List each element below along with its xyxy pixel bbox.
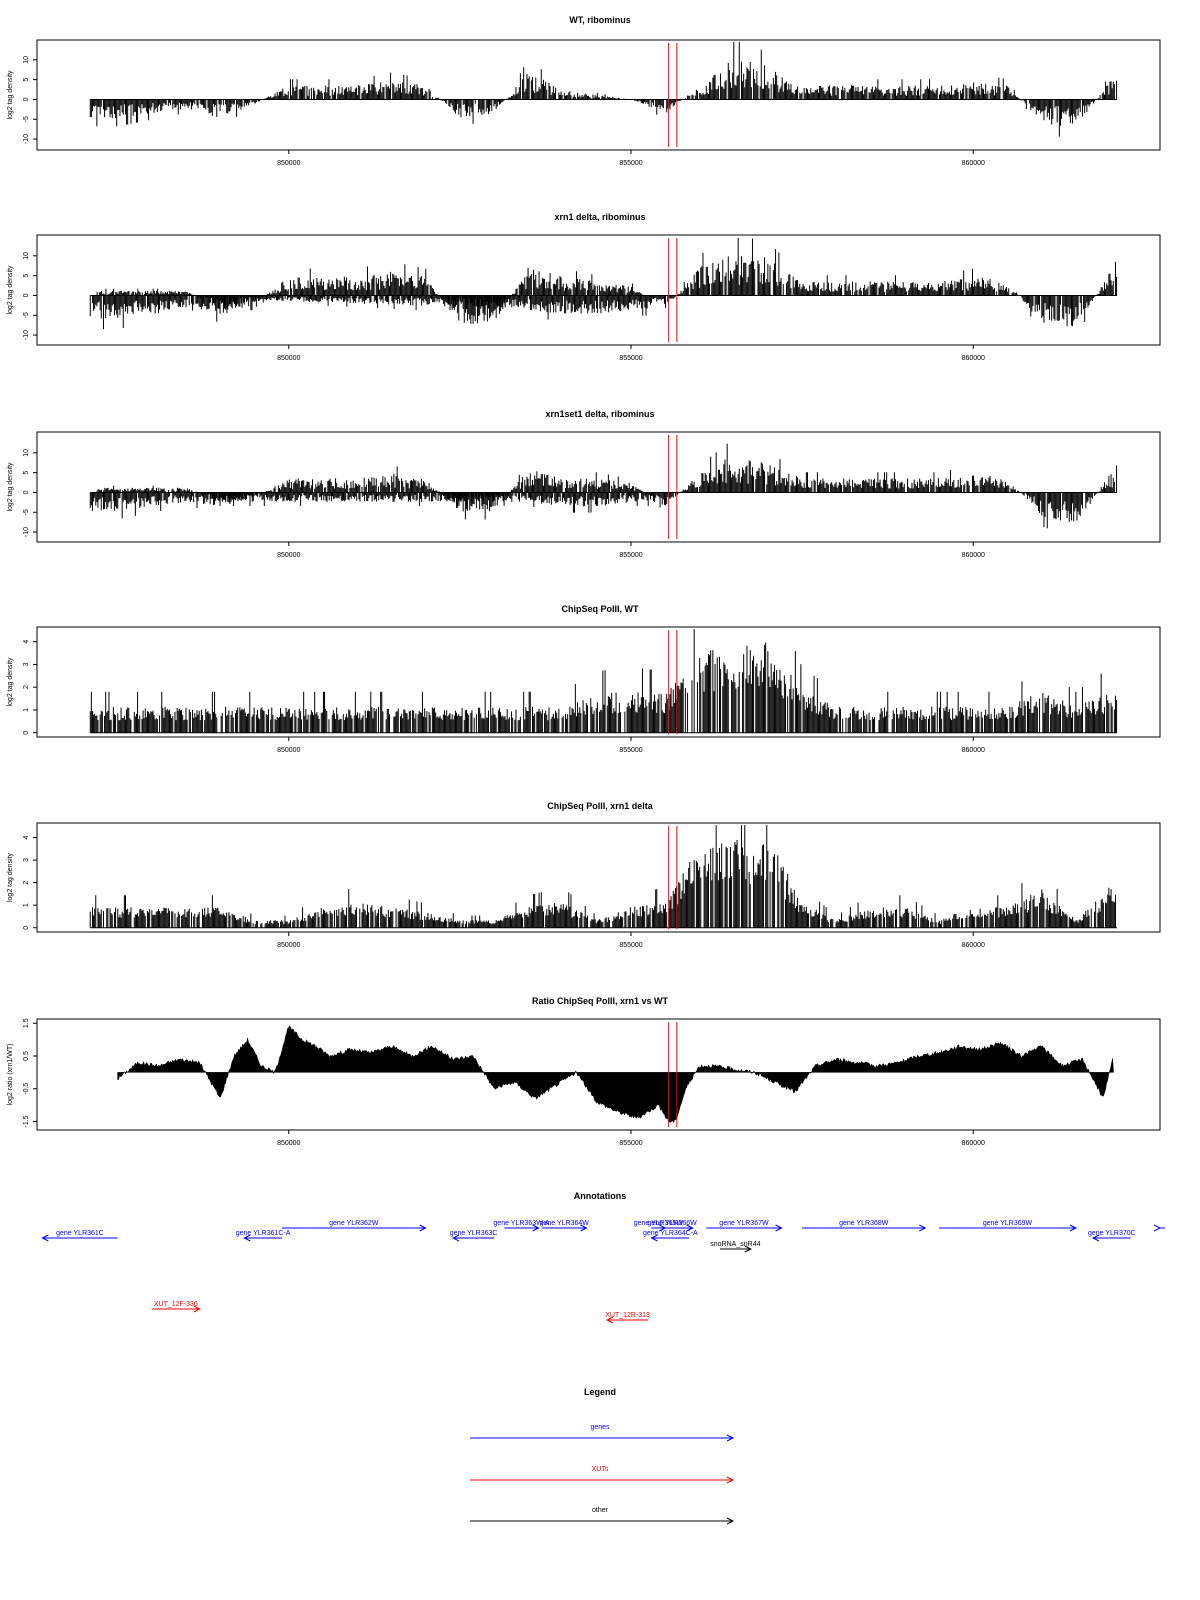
plot-frame [36,39,1161,151]
x-tick-label: 855000 [619,747,642,754]
x-tick-label: 850000 [277,942,300,949]
y-axis-label: log2 tag density [7,70,14,120]
y-tick-label: -5 [23,509,30,515]
x-tick-label: 850000 [277,355,300,362]
x-tick-label: 855000 [619,942,642,949]
y-tick-label: -10 [23,330,30,340]
y-tick-label: -10 [23,134,30,144]
x-tick-label: 860000 [962,552,985,559]
x-tick-label: 855000 [619,160,642,167]
y-tick-label: 5 [23,274,30,278]
y-tick-label: 4 [23,835,30,839]
y-axis-label: log2 tag density [7,852,14,902]
panel-2: xrn1 delta, ribominus 10 5 0 -5 -10 log2 tag d… [7,212,1161,362]
panel-title: ChipSeq PolII, xrn1 delta [547,801,654,811]
y-tick-label: 1 [23,903,30,907]
y-tick-label: 0 [23,97,30,101]
x-tick-label: 860000 [962,355,985,362]
y-axis-label: log2 tag density [7,462,14,512]
y-tick-label: -5 [23,312,30,318]
plot-frame [36,626,1161,738]
y-tick-label: 10 [23,56,30,64]
y-tick-label: -5 [23,116,30,122]
x-tick-label: 860000 [962,747,985,754]
panel-5: ChipSeq PolII, xrn1 delta 0 1 2 3 4 log2 tag d… [7,801,1161,949]
y-tick-label: 0 [23,926,30,930]
y-tick-label: 3 [23,858,30,862]
panel-title: xrn1 delta, ribominus [554,212,645,222]
y-tick-label: 3 [23,662,30,666]
y-tick-label: 10 [23,449,30,457]
x-tick-label: 850000 [277,747,300,754]
y-tick-label: 1 [23,708,30,712]
y-tick-label: 0 [23,293,30,297]
y-tick-label: 2 [23,685,30,689]
y-tick-label: 0 [23,731,30,735]
panel-title: xrn1set1 delta, ribominus [545,409,654,419]
x-tick-label: 855000 [619,552,642,559]
x-tick-label: 855000 [619,355,642,362]
y-tick-label: 4 [23,640,30,644]
y-axis-label: log2 tag density [7,657,14,707]
y-tick-label: 0 [23,490,30,494]
y-tick-label: 5 [23,78,30,82]
panel-4: ChipSeq PolII, WT 0 1 2 3 4 log2 tag density 85… [7,604,1161,754]
panel-title: WT, ribominus [569,15,631,25]
x-tick-label: 850000 [277,160,300,167]
plot-frame [36,234,1161,346]
x-tick-label: 850000 [277,552,300,559]
x-tick-label: 860000 [962,160,985,167]
x-tick-label: 860000 [962,942,985,949]
panel-1: WT, ribominus 10 5 0 -5 -10 log2 tag density 85… [7,15,1161,167]
y-tick-label: 5 [23,471,30,475]
panel-title: ChipSeq PolII, WT [562,604,639,614]
y-tick-label: -10 [23,527,30,537]
y-tick-label: 2 [23,881,30,885]
panel-3: xrn1set1 delta, ribominus 10 5 0 -5 -10 log2 t… [7,409,1161,559]
plot-frame [36,822,1161,933]
y-axis-label: log2 tag density [7,265,14,315]
plot-frame [36,431,1161,543]
y-tick-label: 10 [23,252,30,260]
